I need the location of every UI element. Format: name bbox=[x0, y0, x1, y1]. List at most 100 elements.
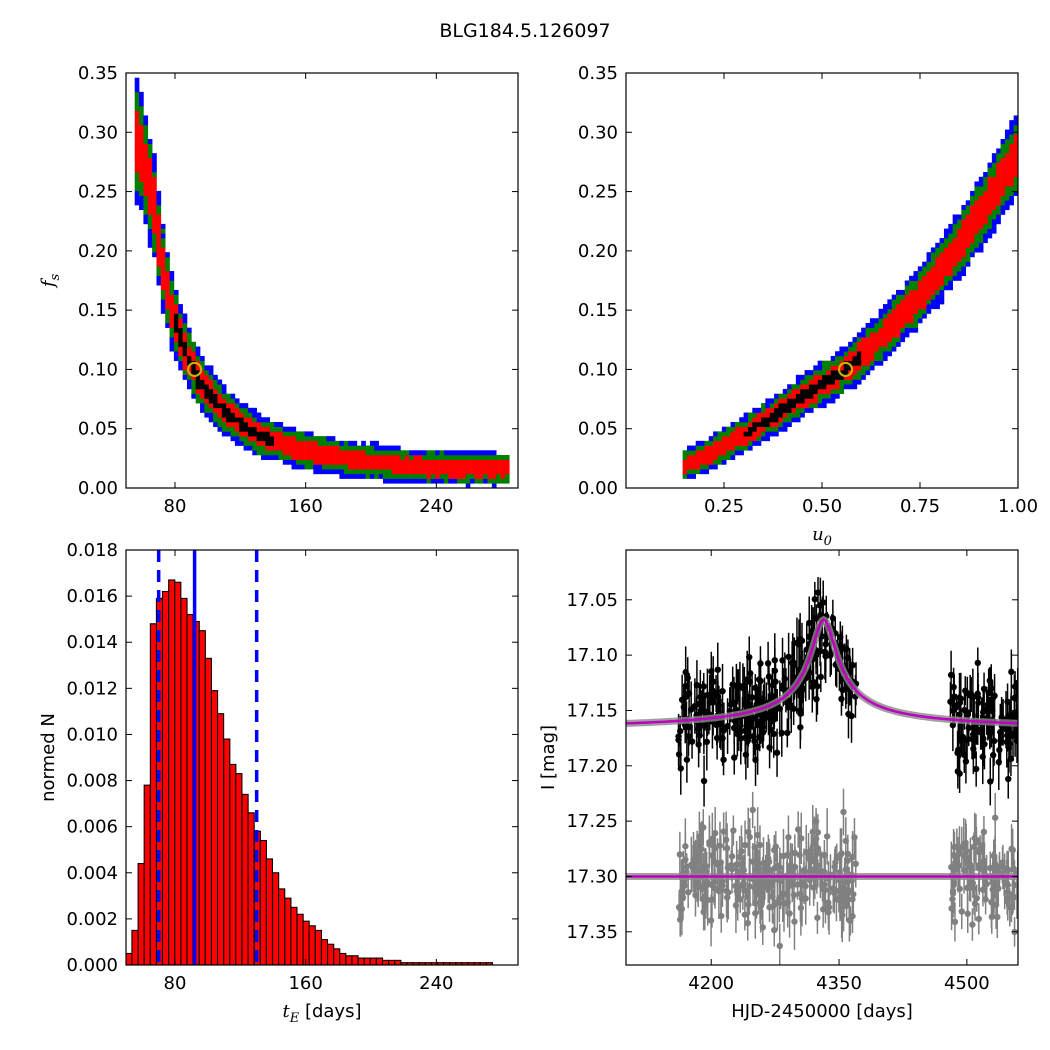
heatmap-cell bbox=[756, 407, 762, 413]
heatmap-cell bbox=[139, 101, 144, 107]
data-point bbox=[773, 749, 781, 756]
heatmap-cell bbox=[404, 450, 410, 456]
heatmap-cell bbox=[717, 436, 723, 442]
heatmap-cell bbox=[208, 365, 214, 371]
heatmap-cell bbox=[848, 355, 853, 361]
heatmap-cell bbox=[830, 379, 836, 385]
heatmap-cell bbox=[830, 365, 836, 371]
heatmap-cell bbox=[978, 209, 984, 215]
data-point bbox=[966, 882, 973, 889]
heatmap-cell bbox=[265, 445, 271, 451]
heatmap-cell bbox=[926, 256, 932, 262]
heatmap-cell bbox=[226, 412, 231, 418]
heatmap-cell bbox=[139, 195, 144, 201]
heatmap-cell bbox=[878, 308, 884, 314]
heatmap-cell bbox=[761, 421, 766, 427]
heatmap-cell bbox=[274, 445, 279, 451]
heatmap-cell bbox=[391, 478, 397, 484]
heatmap-cell bbox=[930, 299, 936, 305]
heatmap-cell bbox=[439, 464, 445, 470]
heatmap-cell bbox=[491, 483, 497, 488]
heatmap-cell bbox=[987, 167, 993, 173]
heatmap-cell bbox=[804, 407, 810, 413]
heatmap-cell bbox=[852, 370, 858, 376]
heatmap-cell bbox=[765, 403, 771, 409]
data-point bbox=[974, 690, 981, 697]
heatmap-cell bbox=[961, 247, 967, 253]
heatmap-cell bbox=[435, 478, 440, 484]
data-point bbox=[852, 860, 859, 868]
heatmap-cell bbox=[361, 469, 366, 475]
heatmap-cell bbox=[452, 454, 458, 461]
heatmap-cell bbox=[300, 440, 305, 446]
heatmap-cell bbox=[186, 346, 192, 352]
heatmap-cell bbox=[261, 417, 266, 423]
data-point bbox=[812, 835, 820, 843]
heatmap-cell bbox=[826, 370, 832, 376]
heatmap-cell bbox=[265, 431, 271, 437]
heatmap-cell bbox=[822, 393, 827, 399]
y-tick-label: 17.20 bbox=[566, 756, 618, 777]
heatmap-cell bbox=[917, 266, 923, 272]
heatmap-cell bbox=[965, 242, 971, 248]
heatmap-cell bbox=[743, 431, 749, 437]
heatmap-cell bbox=[909, 275, 914, 281]
heatmap-cell bbox=[465, 469, 471, 475]
heatmap-cell bbox=[369, 473, 375, 479]
heatmap-cell bbox=[156, 242, 162, 248]
data-point bbox=[778, 729, 785, 737]
heatmap-cell bbox=[756, 417, 762, 423]
heatmap-cell bbox=[904, 318, 910, 324]
histogram-bar bbox=[290, 906, 298, 965]
data-point bbox=[725, 889, 732, 896]
heatmap-cell bbox=[173, 308, 179, 314]
heatmap-cell bbox=[417, 450, 423, 456]
heatmap-cell bbox=[787, 388, 792, 394]
heatmap-cell bbox=[961, 219, 967, 225]
heatmap-cell bbox=[926, 280, 932, 286]
heatmap-cell bbox=[182, 346, 188, 352]
heatmap-cell bbox=[930, 294, 936, 300]
heatmap-cell bbox=[713, 440, 718, 446]
heatmap-cell bbox=[217, 426, 223, 432]
heatmap-cell bbox=[239, 436, 244, 442]
heatmap-cell bbox=[778, 421, 784, 427]
heatmap-cell bbox=[747, 421, 753, 427]
heatmap-cell bbox=[930, 261, 936, 267]
data-point bbox=[751, 737, 758, 745]
heatmap-cell bbox=[904, 294, 910, 300]
model-curve bbox=[626, 618, 1018, 725]
heatmap-cell bbox=[739, 436, 744, 442]
heatmap-cell bbox=[952, 266, 958, 272]
histogram-bar bbox=[302, 920, 310, 965]
heatmap-cell bbox=[891, 304, 897, 310]
heatmap-cell bbox=[822, 384, 827, 390]
heatmap-cell bbox=[943, 252, 949, 258]
heatmap-cell bbox=[848, 374, 853, 380]
data-point bbox=[811, 595, 819, 603]
heatmap-cell bbox=[961, 271, 967, 277]
heatmap-cell bbox=[221, 388, 227, 394]
heatmap-cell bbox=[169, 299, 175, 305]
heatmap-cell bbox=[987, 233, 993, 239]
heatmap-cell bbox=[200, 365, 205, 371]
heatmap-cell bbox=[243, 407, 249, 413]
heatmap-cell bbox=[1013, 186, 1018, 192]
heatmap-cell bbox=[730, 421, 736, 427]
heatmap-cell bbox=[282, 436, 288, 442]
heatmap-cell bbox=[970, 252, 975, 258]
heatmap-cell bbox=[704, 450, 710, 456]
heatmap-cell bbox=[974, 214, 980, 220]
heatmap-cell bbox=[208, 398, 214, 404]
heatmap-cell bbox=[195, 384, 201, 390]
heatmap-cell bbox=[848, 384, 853, 390]
heatmap-cell bbox=[339, 440, 345, 446]
heatmap-cell bbox=[186, 379, 192, 385]
heatmap-cell bbox=[474, 464, 480, 470]
heatmap-cell bbox=[335, 464, 340, 470]
heatmap-cell bbox=[165, 256, 170, 262]
histogram-bar bbox=[186, 614, 194, 965]
heatmap-cell bbox=[143, 186, 149, 192]
data-point bbox=[700, 777, 708, 785]
data-point bbox=[695, 858, 702, 865]
